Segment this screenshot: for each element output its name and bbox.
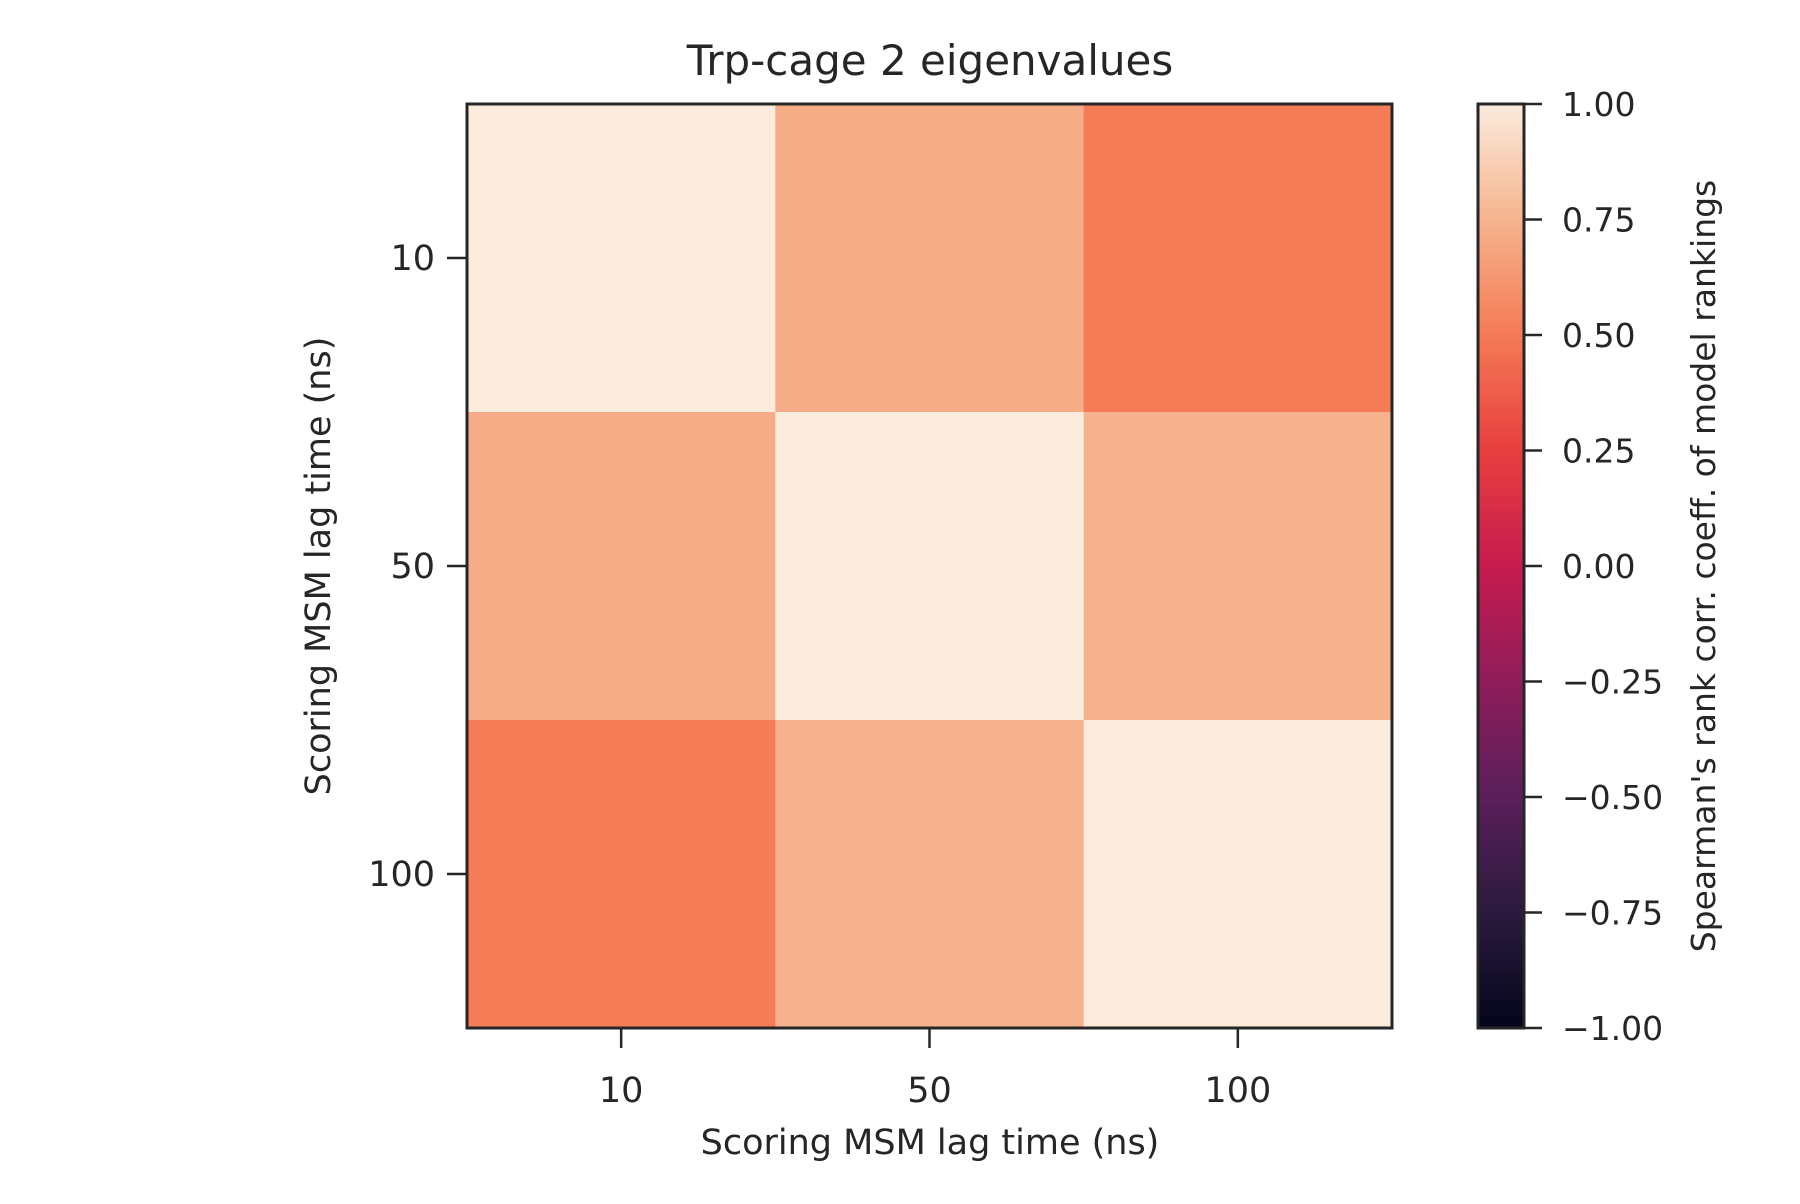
heatmap-cells [467,104,1393,1029]
colorbar [1476,102,1526,1030]
y-tick-label: 10 [390,239,435,279]
heatmap-cell [467,104,776,413]
chart-title: Trp-cage 2 eigenvalues [686,36,1174,85]
heatmap-cell [775,720,1085,1029]
colorbar-tick-label: 0.00 [1562,547,1635,586]
x-tick-label: 100 [1204,1071,1271,1111]
y-axis-label: Scoring MSM lag time (ns) [299,337,339,796]
x-tick-label: 10 [599,1071,644,1111]
colorbar-tick-label: 0.50 [1562,316,1635,355]
heatmap-cell [467,412,776,721]
heatmap-cell [775,104,1085,413]
heatmap-cell [1083,412,1393,721]
colorbar-tick-label: −0.25 [1562,663,1663,702]
colorbar-tick-label: −0.75 [1562,894,1663,933]
heatmap-cell [1083,720,1393,1029]
colorbar-tick-label: 0.75 [1562,201,1635,240]
heatmap-cell [1083,104,1393,413]
x-axis: 10 50 100 [599,1028,1271,1111]
y-tick-label: 50 [390,547,435,587]
heatmap-cell [775,412,1085,721]
colorbar-tick-label: 0.25 [1562,432,1635,471]
y-tick-label: 100 [368,855,435,895]
colorbar-ticks: 1.00 0.75 0.50 0.25 0.00 −0.25 −0.50 −0.75 −1.00 [1524,85,1663,1048]
x-axis-label: Scoring MSM lag time (ns) [701,1123,1160,1163]
colorbar-label: Spearman's rank corr. coeff. of model ra… [1684,180,1723,953]
heatmap-cell [467,720,776,1029]
x-tick-label: 50 [907,1071,952,1111]
y-axis: 10 50 100 [368,239,467,895]
colorbar-tick-label: −0.50 [1562,778,1663,817]
colorbar-tick-label: −1.00 [1562,1009,1663,1048]
colorbar-tick-label: 1.00 [1562,85,1635,124]
